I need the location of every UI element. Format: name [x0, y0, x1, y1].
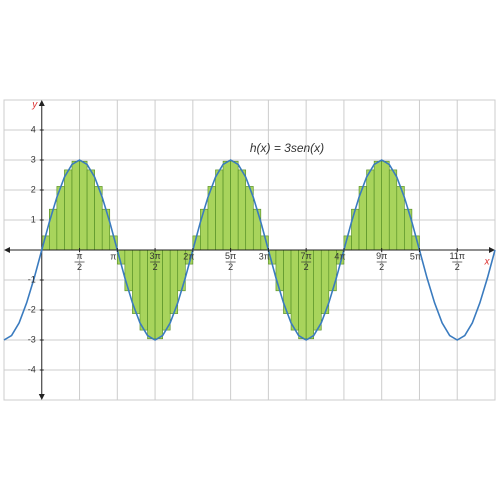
- bar: [139, 249, 148, 331]
- bar: [252, 208, 262, 251]
- x-tick-label: 7π 2: [301, 251, 312, 272]
- bar: [71, 160, 80, 251]
- bar: [222, 160, 231, 251]
- y-tick-label: 1: [31, 214, 36, 224]
- bar: [230, 160, 239, 251]
- bar: [366, 169, 375, 251]
- x-tick-label: 3π: [259, 251, 270, 261]
- x-tick-label: 5π 2: [225, 251, 236, 272]
- curve: [3, 159, 496, 341]
- y-axis-label: y: [31, 100, 38, 111]
- x-tick-label: 5π: [410, 251, 421, 261]
- x-tick-label: 2π: [183, 251, 194, 261]
- x-tick-label: π: [110, 251, 116, 261]
- y-tick-label: 2: [31, 184, 36, 194]
- x-tick-label: 3π 2: [149, 251, 160, 272]
- bar: [404, 208, 413, 251]
- bar: [124, 249, 133, 292]
- bar: [64, 169, 73, 251]
- chart-title: h(x) = 3sen(x): [250, 141, 324, 155]
- bar: [351, 208, 360, 251]
- y-tick-label: -4: [28, 364, 36, 374]
- bar: [388, 169, 398, 251]
- bar: [275, 249, 284, 292]
- x-tick-label: 9π 2: [376, 251, 387, 272]
- bar: [86, 169, 95, 251]
- bar: [200, 208, 209, 251]
- y-tick-label: -3: [28, 334, 36, 344]
- x-axis-label: x: [484, 257, 491, 268]
- x-tick-label: 11π 2: [449, 251, 465, 272]
- bar: [313, 249, 322, 331]
- bar: [49, 208, 58, 251]
- bar: [290, 249, 299, 331]
- bar: [101, 208, 111, 251]
- bar: [381, 160, 390, 251]
- y-tick-label: -2: [28, 304, 36, 314]
- bar: [79, 160, 88, 251]
- bar: [162, 249, 171, 331]
- y-tick-label: -1: [28, 274, 36, 284]
- bar: [215, 169, 224, 251]
- x-tick-label: 4π: [334, 251, 345, 261]
- bar: [237, 169, 247, 251]
- bar: [373, 160, 382, 251]
- y-tick-label: 4: [31, 124, 36, 134]
- y-tick-label: 3: [31, 154, 36, 164]
